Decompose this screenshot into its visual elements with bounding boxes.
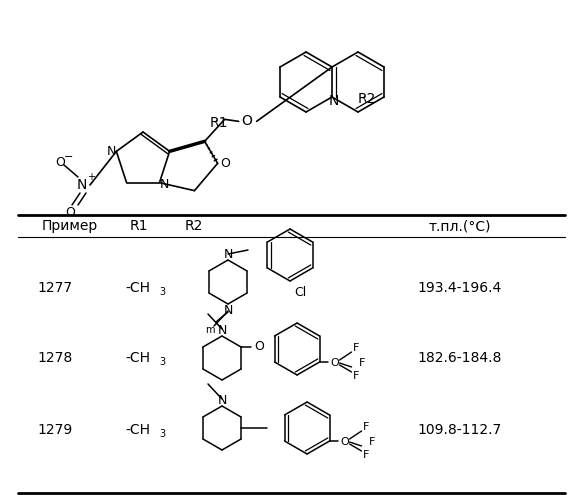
Text: F: F — [363, 450, 369, 460]
Text: N: N — [217, 394, 227, 406]
Text: -CH: -CH — [125, 351, 150, 365]
Text: +: + — [87, 172, 95, 182]
Text: N: N — [223, 304, 232, 316]
Text: m: m — [205, 325, 215, 335]
Text: F: F — [353, 343, 358, 353]
Text: R2: R2 — [358, 92, 376, 106]
Text: 109.8-112.7: 109.8-112.7 — [418, 423, 502, 437]
Text: O: O — [340, 437, 349, 447]
Text: R2: R2 — [185, 219, 203, 233]
Text: O: O — [65, 206, 75, 220]
Text: Cl: Cl — [294, 286, 306, 300]
Text: F: F — [358, 358, 365, 368]
Text: Пример: Пример — [42, 219, 98, 233]
Text: 3: 3 — [159, 287, 165, 297]
Text: R1: R1 — [210, 116, 228, 130]
Text: N: N — [160, 178, 169, 191]
Text: 1279: 1279 — [37, 423, 73, 437]
Text: O: O — [330, 358, 339, 368]
Text: -CH: -CH — [125, 281, 150, 295]
Text: 1278: 1278 — [37, 351, 73, 365]
Text: N: N — [217, 324, 227, 336]
Text: 182.6-184.8: 182.6-184.8 — [418, 351, 502, 365]
Text: N: N — [107, 145, 116, 158]
Text: т.пл.(°С): т.пл.(°С) — [429, 219, 492, 233]
Text: O: O — [241, 114, 252, 128]
Text: O: O — [254, 340, 264, 353]
Text: F: F — [353, 371, 358, 381]
Text: 3: 3 — [159, 429, 165, 439]
Text: F: F — [368, 437, 375, 447]
Text: 193.4-196.4: 193.4-196.4 — [418, 281, 502, 295]
Text: O: O — [221, 157, 231, 170]
Text: F: F — [363, 422, 369, 432]
Text: N: N — [77, 178, 87, 192]
Text: -CH: -CH — [125, 423, 150, 437]
Text: 3: 3 — [159, 357, 165, 367]
Text: O: O — [55, 156, 65, 170]
Text: N: N — [329, 94, 339, 108]
Text: R1: R1 — [130, 219, 149, 233]
Text: N: N — [223, 248, 232, 260]
Text: 1277: 1277 — [37, 281, 73, 295]
Text: −: − — [64, 152, 74, 162]
